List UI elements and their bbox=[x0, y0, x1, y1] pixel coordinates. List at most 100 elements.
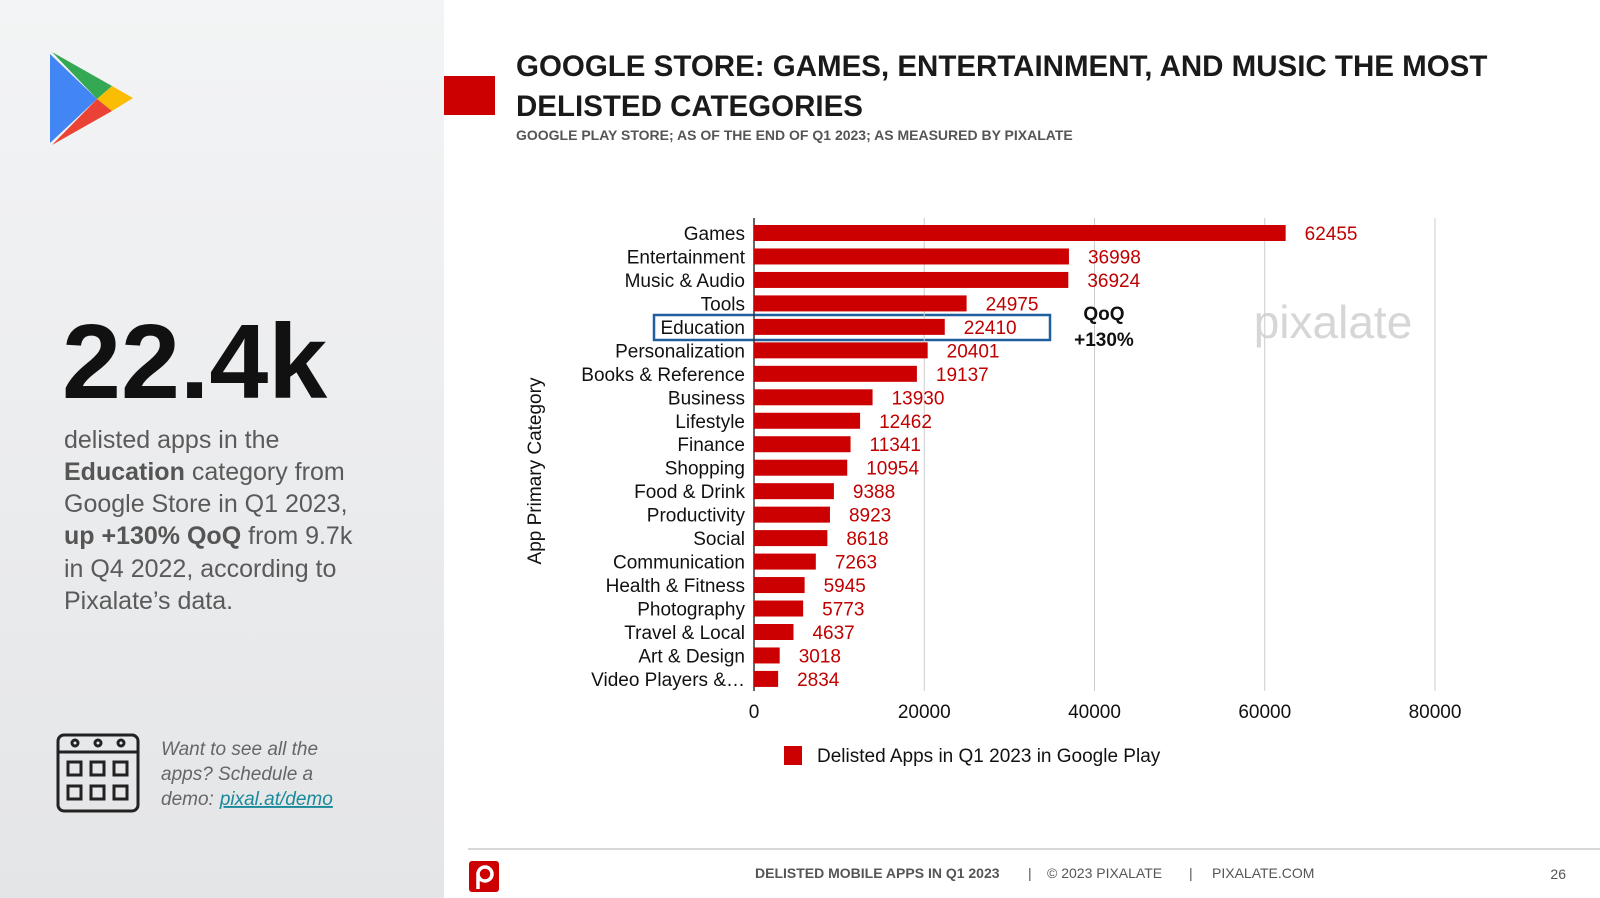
y-tick-label: Personalization bbox=[615, 341, 745, 362]
data-label: 8618 bbox=[846, 529, 888, 550]
cta-link[interactable]: pixal.at/demo bbox=[219, 789, 333, 810]
legend-label: Delisted Apps in Q1 2023 in Google Play bbox=[817, 746, 1161, 767]
bar bbox=[754, 295, 967, 312]
bar bbox=[754, 342, 928, 359]
footer-report: DELISTED MOBILE APPS IN Q1 2023 bbox=[755, 865, 1000, 881]
bar bbox=[754, 248, 1069, 265]
bar bbox=[754, 600, 804, 617]
bar bbox=[754, 553, 816, 570]
y-tick-label: Health & Fitness bbox=[606, 576, 745, 597]
data-label: 4637 bbox=[812, 623, 854, 644]
data-label: 36998 bbox=[1088, 247, 1141, 268]
description-text: in Q4 2022, according to bbox=[64, 555, 336, 583]
footer-separator: | bbox=[1028, 865, 1032, 881]
title-accent bbox=[444, 76, 495, 115]
watermark: pixalate bbox=[1254, 296, 1413, 348]
data-label: 11341 bbox=[870, 435, 921, 456]
y-tick-label: Communication bbox=[613, 553, 745, 574]
bar bbox=[754, 459, 848, 476]
y-tick-label: Food & Drink bbox=[634, 482, 745, 503]
bar bbox=[754, 365, 917, 382]
data-label: 5945 bbox=[824, 576, 866, 597]
description-text: from 9.7k bbox=[248, 522, 353, 550]
page-number: 26 bbox=[1550, 866, 1566, 882]
y-tick-label: Lifestyle bbox=[675, 412, 745, 433]
data-label: 20401 bbox=[947, 341, 1000, 362]
y-tick-label: Tools bbox=[701, 294, 745, 315]
x-tick-label: 40000 bbox=[1068, 702, 1121, 723]
chart-subtitle: GOOGLE PLAY STORE; AS OF THE END OF Q1 2… bbox=[516, 127, 1073, 143]
x-tick-label: 60000 bbox=[1238, 702, 1291, 723]
data-label: 36924 bbox=[1087, 271, 1140, 292]
description-line: Google Store in Q1 2023, bbox=[64, 490, 348, 518]
data-label: 22410 bbox=[964, 318, 1017, 339]
y-tick-label: Productivity bbox=[647, 506, 746, 527]
bar bbox=[754, 506, 830, 523]
data-label: 19137 bbox=[936, 365, 989, 386]
x-tick-label: 20000 bbox=[898, 702, 951, 723]
footer-logo bbox=[469, 861, 499, 892]
y-tick-label: Business bbox=[668, 388, 745, 409]
bar bbox=[754, 318, 945, 335]
data-label: 3018 bbox=[799, 646, 841, 667]
bar bbox=[754, 530, 828, 547]
annotation: +130% bbox=[1074, 330, 1134, 351]
y-tick-label: Education bbox=[660, 318, 745, 339]
highlight-box bbox=[652, 313, 1052, 342]
description-text: category from bbox=[192, 458, 345, 486]
y-tick-label: Games bbox=[684, 224, 745, 245]
description-text: Education bbox=[64, 458, 185, 486]
description-line: up +130% QoQ from 9.7k bbox=[64, 522, 353, 550]
annotation: QoQ bbox=[1083, 304, 1124, 325]
x-tick-label: 80000 bbox=[1409, 702, 1462, 723]
legend-swatch bbox=[784, 746, 802, 765]
y-tick-label: Finance bbox=[677, 435, 745, 456]
y-tick-label: Shopping bbox=[665, 459, 745, 480]
data-label: 7263 bbox=[835, 553, 877, 574]
bar bbox=[754, 483, 834, 500]
x-tick-label: 0 bbox=[749, 702, 760, 723]
big-number: 22.4k bbox=[62, 303, 328, 421]
y-tick-label: Social bbox=[693, 529, 745, 550]
footer-copyright: © 2023 PIXALATE bbox=[1047, 865, 1162, 881]
y-tick-label: Music & Audio bbox=[625, 271, 745, 292]
chart-title: GOOGLE STORE: GAMES, ENTERTAINMENT, AND … bbox=[516, 50, 1488, 123]
y-tick-label: Entertainment bbox=[627, 247, 746, 268]
footer-separator: | bbox=[1189, 865, 1193, 881]
y-tick-label: Travel & Local bbox=[624, 623, 745, 644]
description-text: up +130% QoQ bbox=[64, 522, 241, 550]
description-line: Pixalate’s data. bbox=[64, 587, 233, 615]
footer-site: PIXALATE.COM bbox=[1212, 865, 1314, 881]
data-label: 5773 bbox=[822, 600, 864, 621]
data-label: 9388 bbox=[853, 482, 895, 503]
y-tick-label: Video Players &… bbox=[591, 670, 745, 691]
data-label: 12462 bbox=[879, 412, 932, 433]
description-text: Google Store in Q1 2023, bbox=[64, 490, 348, 518]
bar bbox=[754, 225, 1286, 241]
play-logo bbox=[50, 52, 133, 145]
data-label: 62455 bbox=[1305, 224, 1358, 245]
bar bbox=[754, 271, 1069, 288]
bar bbox=[754, 647, 780, 664]
data-label: 10954 bbox=[866, 459, 919, 480]
y-tick-label: Photography bbox=[637, 600, 745, 621]
bar bbox=[754, 623, 794, 640]
bar bbox=[754, 389, 873, 406]
description-text: delisted apps in the bbox=[64, 426, 279, 454]
calendar-icon bbox=[56, 733, 140, 813]
y-tick-label: Art & Design bbox=[638, 646, 745, 667]
data-label: 2834 bbox=[797, 670, 840, 691]
y-tick-label: Books & Reference bbox=[581, 365, 745, 386]
y-axis-label: App Primary Category bbox=[525, 377, 546, 564]
data-label: 8923 bbox=[849, 506, 891, 527]
bar bbox=[754, 412, 861, 429]
cta-line: demo: pixal.at/demo bbox=[161, 789, 333, 810]
data-label: 13930 bbox=[892, 388, 945, 409]
description-line: Education category from bbox=[64, 458, 345, 486]
cta-text: Want to see all the bbox=[161, 739, 318, 760]
bar bbox=[754, 670, 779, 687]
cta-text: demo: bbox=[161, 789, 214, 810]
